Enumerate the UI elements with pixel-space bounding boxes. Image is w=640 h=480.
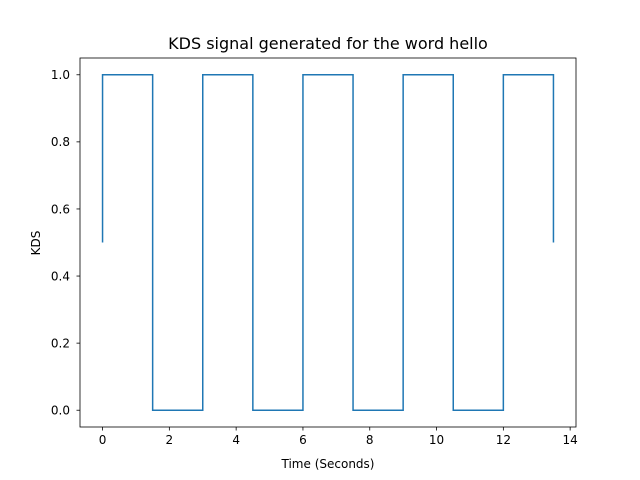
x-tick-label: 10 [429,433,444,447]
x-axis-label: Time (Seconds) [281,457,375,471]
y-tick-label: 0.2 [51,336,70,350]
series-line-0 [101,74,555,411]
y-axis-label: KDS [29,231,43,256]
x-axis-ticks: 0 2 4 6 8 10 12 14 [99,427,578,447]
plot-area [79,57,577,428]
x-tick-label: 14 [563,433,578,447]
y-axis-ticks: 0.0 0.2 0.4 0.6 0.8 1.0 [51,68,80,418]
y-tick-label: 1.0 [51,68,70,82]
axes-frame [79,57,577,428]
x-tick-label: 2 [166,433,174,447]
y-tick-label: 0.6 [51,202,70,216]
y-tick-label: 0.8 [51,135,70,149]
chart-title: KDS signal generated for the word hello [168,34,488,53]
x-tick-label: 4 [232,433,240,447]
x-tick-label: 8 [366,433,374,447]
series-layer [101,74,555,411]
y-tick-label: 0.0 [51,404,70,418]
y-tick-label: 0.4 [51,269,70,283]
x-tick-label: 6 [299,433,307,447]
x-tick-label: 0 [99,433,107,447]
x-tick-label: 12 [496,433,511,447]
